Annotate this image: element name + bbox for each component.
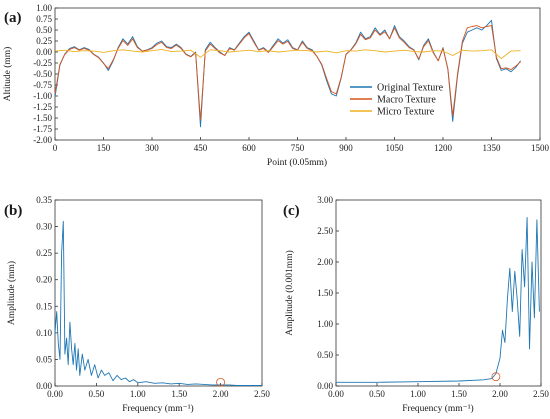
- panel-b-ylabel: Amplitude (mm): [6, 261, 17, 325]
- panel-a-xtick-label: 1500: [531, 143, 550, 153]
- panel-a-ytick-label: -0.75: [33, 80, 52, 90]
- panel-c-plot-area: 0.00 0.50 1.00 1.50 2.00 2.50 0.00 0.50 1.00 1.50…: [317, 195, 549, 399]
- panel-c-xlabel: Frequency (mm⁻¹): [402, 403, 473, 414]
- panel-c-ytick-label: 1.50: [317, 288, 333, 298]
- panel-a-series-0-line: [54, 19, 521, 128]
- panel-c-xtick-label: 0.50: [369, 389, 385, 399]
- panel-a-ytick-label: -0.25: [33, 58, 52, 68]
- panel-c-ylabel: Amplitude (0.001mm): [284, 250, 295, 336]
- panel-a-ytick-label: 0.75: [36, 14, 52, 24]
- panel-c-ytick-label: 1.00: [317, 319, 333, 329]
- panel-a-ytick-label: -0.50: [33, 69, 52, 79]
- panel-c-xtick-label: 2.50: [533, 389, 549, 399]
- panel-b-xlabel: Frequency (mm⁻¹): [122, 403, 193, 414]
- panel-c-series-0-line: [336, 216, 540, 383]
- panel-a-series-2-line: [54, 48, 521, 60]
- legend-entry-label: Macro Texture: [377, 95, 436, 106]
- panel-b-ytick-label: 0.35: [36, 195, 52, 205]
- panel-a-xtick-label: 0: [53, 143, 58, 153]
- panel-b-xtick-label: 0.50: [89, 389, 105, 399]
- panel-c-xtick-label: 0.00: [328, 389, 344, 399]
- panel-b-xtick-label: 0.00: [47, 389, 63, 399]
- panel-c-frame: [335, 199, 542, 387]
- panel-c-label: (c): [283, 203, 300, 219]
- panel-a-ytick-label: -1.00: [33, 91, 52, 101]
- panel-a-label: (a): [4, 10, 22, 26]
- panel-a-ytick-label: -1.25: [33, 102, 52, 112]
- panel-b-frame: [54, 199, 263, 387]
- panel-b-xtick-label: 2.50: [254, 389, 270, 399]
- panel-a: (a) 0 150 300 450 600 750 900 1050 1200 1350 1500 -…: [2, 3, 550, 168]
- panel-b-ytick-label: 0.05: [36, 354, 52, 364]
- panel-c: (c) 0.00 0.50 1.00 1.50 2.00 2.50 0.00 0.50 1.00…: [283, 195, 549, 414]
- panel-a-xtick-label: 450: [194, 143, 208, 153]
- panel-c-xtick-label: 1.50: [451, 389, 467, 399]
- panel-a-xtick-label: 900: [339, 143, 353, 153]
- panel-a-ylabel: Altitude (mm): [2, 47, 13, 102]
- panel-b: (b) 0.00 0.50 1.00 1.50 2.00 2.50 0.00 0.05 0.10…: [4, 195, 270, 414]
- panel-b-marker: [216, 377, 226, 387]
- panel-a-ytick-label: -1.75: [33, 124, 52, 134]
- panel-a-xtick-label: 600: [242, 143, 256, 153]
- legend-entry-label: Micro Texture: [377, 107, 435, 118]
- panel-c-xtick-label: 2.00: [492, 389, 508, 399]
- panel-a-ytick-label: 0.00: [36, 47, 52, 57]
- panel-c-ytick-label: 0.50: [317, 350, 333, 360]
- panel-a-ytick-label: -2.00: [33, 135, 52, 145]
- panel-b-ytick-label: 0.10: [36, 328, 52, 338]
- panel-a-series-1-line: [54, 25, 521, 121]
- panel-b-ytick-label: 0.25: [36, 248, 52, 258]
- panel-a-xtick-label: 750: [291, 143, 305, 153]
- panel-c-xtick-label: 1.00: [410, 389, 426, 399]
- panel-a-ytick-label: 0.25: [36, 36, 52, 46]
- panel-b-series-0-line: [54, 220, 262, 386]
- panel-a-ytick-label: 0.50: [36, 25, 52, 35]
- panel-a-xtick-label: 1050: [386, 143, 405, 153]
- panel-b-ytick-label: 0.20: [36, 275, 52, 285]
- panel-c-ytick-label: 0.00: [317, 381, 333, 391]
- panel-a-plot-area: 0 150 300 450 600 750 900 1050 1200 1350 1500 -2.00…: [33, 3, 549, 153]
- panel-a-xlabel: Point (0.05mm): [267, 157, 327, 168]
- panel-b-ytick-label: 0.15: [36, 301, 52, 311]
- panel-a-xtick-label: 1200: [434, 143, 453, 153]
- panel-b-xtick-label: 2.00: [213, 389, 229, 399]
- panel-a-xtick-label: 300: [145, 143, 159, 153]
- panel-c-ytick-label: 3.00: [317, 195, 333, 205]
- panel-c-ytick-label: 2.50: [317, 226, 333, 236]
- panel-a-xtick-label: 150: [97, 143, 111, 153]
- panel-b-label: (b): [4, 203, 22, 219]
- panel-a-ytick-label: -1.50: [33, 113, 52, 123]
- panel-c-ytick-label: 2.00: [317, 257, 333, 267]
- panel-b-plot-area: 0.00 0.50 1.00 1.50 2.00 2.50 0.00 0.05 0.10 0.15…: [36, 195, 270, 399]
- panel-b-ytick-label: 0.30: [36, 222, 52, 232]
- legend-entry-label: Original Texture: [377, 83, 444, 94]
- panel-b-ytick-label: 0.00: [36, 381, 52, 391]
- panel-a-xtick-label: 1350: [483, 143, 502, 153]
- panel-b-xtick-label: 1.50: [171, 389, 187, 399]
- panel-a-ytick-label: 1.00: [36, 3, 52, 13]
- panel-b-xtick-label: 1.00: [130, 389, 146, 399]
- panel-c-marker: [491, 372, 501, 382]
